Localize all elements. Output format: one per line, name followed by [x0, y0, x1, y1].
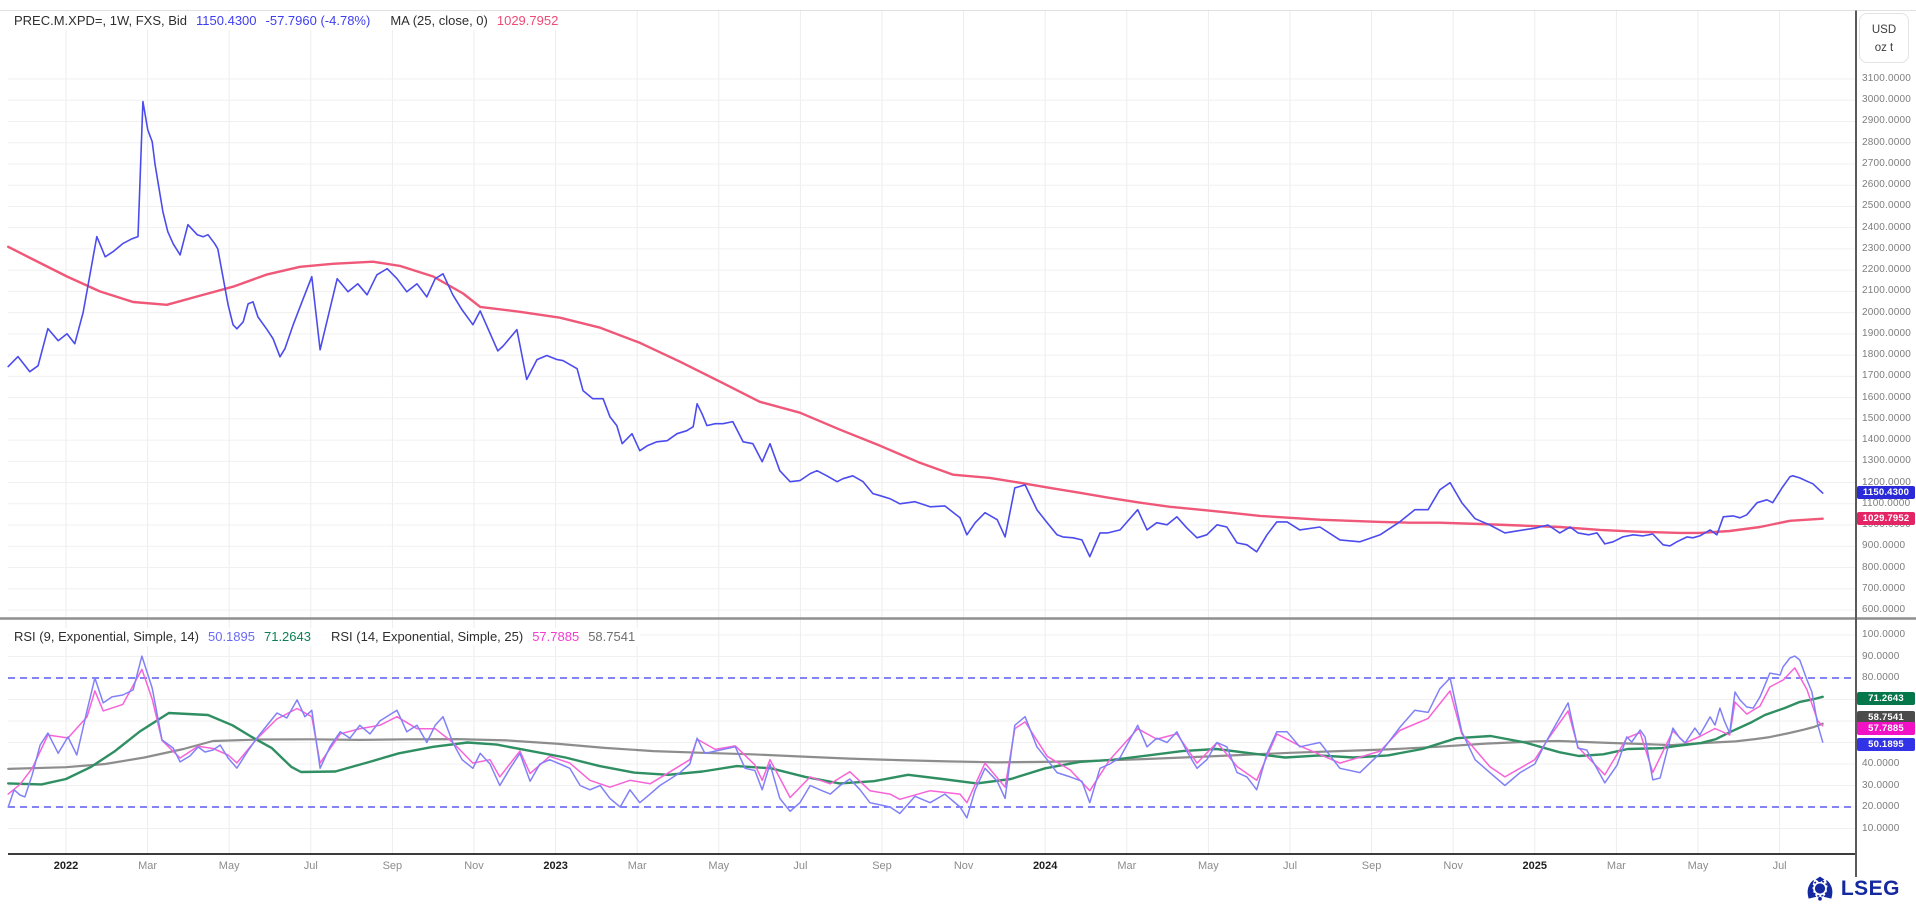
lseg-crest-icon	[1807, 876, 1833, 901]
rsi9-value: 50.1895	[207, 629, 255, 644]
rsi14-signal-value: 58.7541	[588, 629, 636, 644]
rsi9-line	[7, 655, 1824, 819]
price-pane-legend[interactable]: PREC.M.XPD=, 1W, FXS, Bid 1150.4300 -57.79…	[9, 12, 564, 30]
rsi9-signal-value: 71.2643	[263, 629, 311, 644]
rsi14-value: 57.7885	[532, 629, 580, 644]
rsi9-legend-label: RSI (9, Exponential, Simple, 14)	[14, 629, 199, 644]
rsi14-signal-line	[7, 722, 1824, 771]
ma-legend-label: MA (25, close, 0)	[390, 13, 488, 28]
axis-unit-measure: oz t	[1874, 42, 1894, 54]
axis-unit-currency: USD	[1871, 24, 1897, 36]
axis-unit-box: USD oz t	[1859, 13, 1909, 63]
instrument-title: PREC.M.XPD=, 1W, FXS, Bid	[14, 13, 188, 28]
rsi14-legend-label: RSI (14, Exponential, Simple, 25)	[330, 629, 524, 644]
lseg-logo: LSEG	[1805, 876, 1900, 902]
last-price-value: 1150.4300	[196, 13, 257, 28]
lseg-logo-text: LSEG	[1840, 877, 1900, 900]
ma-value: 1029.7952	[496, 13, 559, 28]
rsi-pane-legend[interactable]: RSI (9, Exponential, Simple, 14) 50.1895 7…	[9, 628, 641, 646]
price-line	[7, 100, 1824, 558]
price-change-value: -57.7960 (-4.78%)	[265, 13, 371, 28]
rsi14-line	[7, 667, 1824, 804]
ma-line	[6, 245, 1824, 535]
